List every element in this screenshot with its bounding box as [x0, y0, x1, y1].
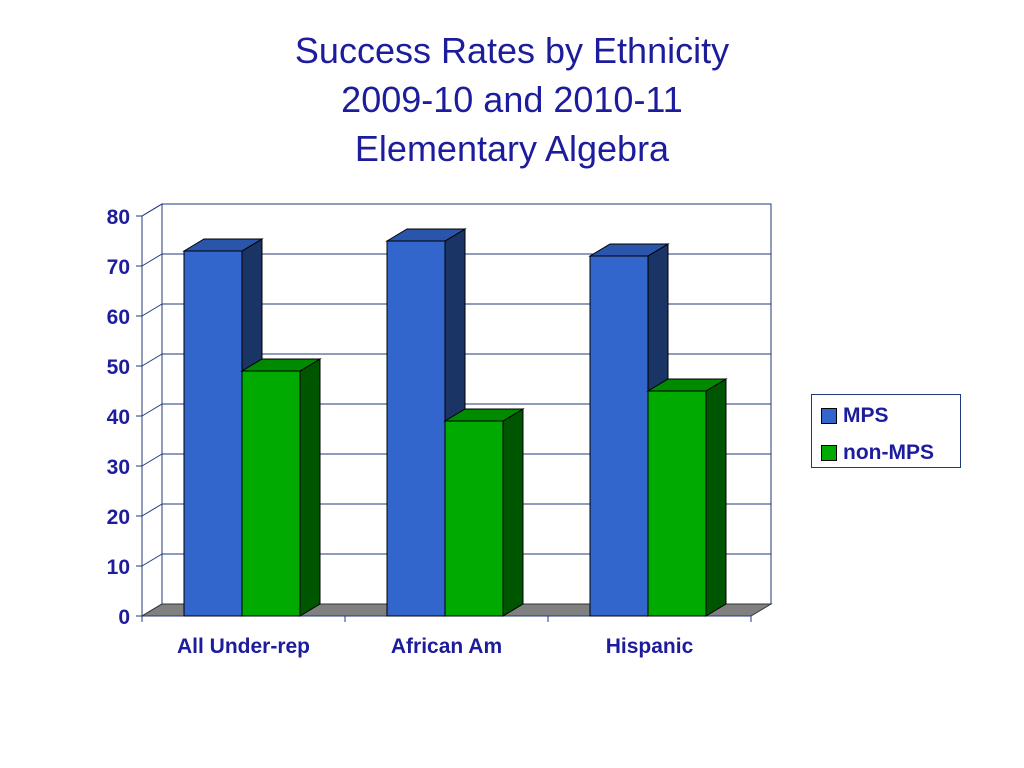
chart-title-line-3: Elementary Algebra — [354, 128, 670, 169]
legend-swatch-non-mps — [821, 445, 837, 461]
gridline-side — [141, 503, 163, 517]
legend-label-mps: MPS — [843, 404, 889, 427]
legend-swatch-mps — [821, 408, 837, 424]
legend-label-non-mps: non-MPS — [843, 441, 934, 464]
chart-title-line-1: Success Rates by Ethnicity — [294, 30, 730, 71]
legend-item-mps: MPS — [821, 404, 889, 428]
bar-non-mps — [444, 420, 504, 617]
bar-mps — [589, 255, 649, 617]
gridline-side — [141, 453, 163, 467]
gridline-side — [141, 403, 163, 417]
y-tick-label: 80 — [107, 206, 130, 229]
bar-mps — [386, 240, 446, 617]
bar-side-non-mps — [705, 378, 727, 617]
x-tick-label: Hispanic — [606, 635, 694, 658]
y-tick-label: 40 — [107, 406, 130, 429]
bar-non-mps — [241, 370, 301, 617]
chart-title: Success Rates by Ethnicity 2009-10 and 2… — [0, 26, 1024, 173]
bar-non-mps — [647, 390, 707, 617]
bar-side-non-mps — [299, 358, 321, 617]
y-tick-label: 20 — [107, 506, 130, 529]
gridline-side — [141, 303, 163, 317]
x-tick-label: All Under-rep — [177, 635, 310, 658]
bar-mps — [183, 250, 243, 617]
y-tick-label: 0 — [118, 606, 130, 629]
y-tick-label: 10 — [107, 556, 130, 579]
legend-item-non-mps: non-MPS — [821, 441, 934, 465]
gridline-side — [141, 253, 163, 267]
gridline-side — [141, 553, 163, 567]
y-tick-label: 70 — [107, 256, 130, 279]
bar-side-non-mps — [502, 408, 524, 617]
chart-title-line-2: 2009-10 and 2010-11 — [341, 79, 683, 120]
x-tick-label: African Am — [391, 635, 502, 658]
y-tick-label: 50 — [107, 356, 130, 379]
y-tick-label: 30 — [107, 456, 130, 479]
y-tick-label: 60 — [107, 306, 130, 329]
gridline-side — [141, 353, 163, 367]
chart-legend: MPS non-MPS — [811, 394, 961, 468]
gridline-side — [141, 203, 163, 217]
